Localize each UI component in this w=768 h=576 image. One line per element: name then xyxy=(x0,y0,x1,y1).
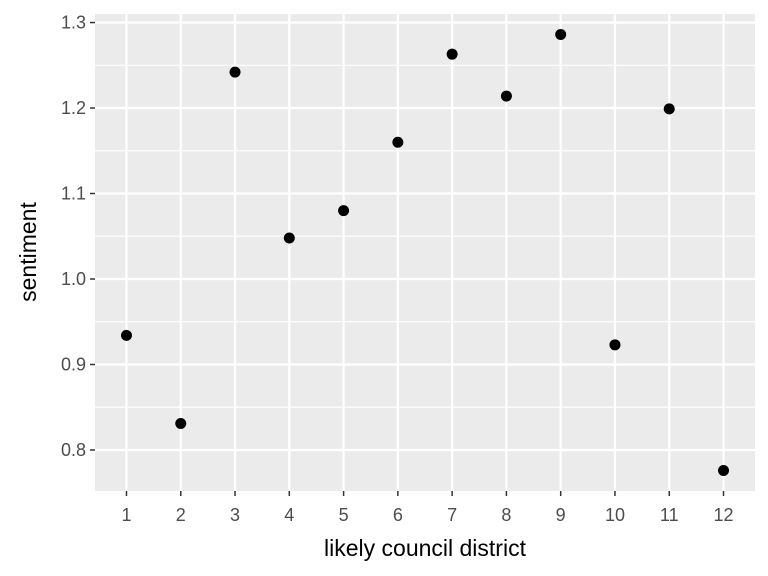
data-point xyxy=(338,205,350,217)
minor-gridlines xyxy=(95,64,755,408)
plot-panel xyxy=(95,14,755,491)
data-point xyxy=(229,66,241,78)
data-point xyxy=(555,29,567,41)
y-axis-title: sentiment xyxy=(15,202,41,302)
data-point xyxy=(718,464,730,476)
x-tick-label: 6 xyxy=(393,505,403,525)
data-point xyxy=(120,329,132,341)
x-tick-label: 2 xyxy=(176,505,186,525)
y-axis: 0.8 0.9 1.0 1.1 1.2 1.3 xyxy=(61,13,95,460)
y-tick-label: 0.8 xyxy=(61,440,86,460)
x-tick-label: 12 xyxy=(714,505,734,525)
x-tick-label: 11 xyxy=(660,505,679,525)
data-point xyxy=(392,136,404,148)
x-tick-label: 4 xyxy=(284,505,294,525)
x-tick-label: 1 xyxy=(121,505,131,525)
major-gridlines xyxy=(95,14,755,491)
x-tick-label: 8 xyxy=(501,505,511,525)
x-axis-title: likely council district xyxy=(324,535,527,561)
x-tick-label: 5 xyxy=(339,505,349,525)
y-tick-label: 0.9 xyxy=(61,354,86,374)
y-tick-label: 1.2 xyxy=(61,98,86,118)
data-point xyxy=(446,48,458,60)
data-point xyxy=(609,339,621,351)
data-point xyxy=(500,90,512,102)
y-tick-label: 1.0 xyxy=(61,269,86,289)
x-tick-label: 10 xyxy=(605,505,625,525)
y-tick-label: 1.3 xyxy=(61,13,86,33)
y-tick-label: 1.1 xyxy=(61,184,86,204)
x-axis: 1 2 3 4 5 6 7 8 9 10 11 12 xyxy=(121,491,734,525)
data-points xyxy=(120,29,730,476)
data-point xyxy=(663,103,675,115)
data-point xyxy=(283,232,295,244)
x-tick-label: 7 xyxy=(447,505,457,525)
x-tick-label: 9 xyxy=(556,505,566,525)
x-tick-label: 3 xyxy=(230,505,240,525)
data-point xyxy=(175,417,187,429)
